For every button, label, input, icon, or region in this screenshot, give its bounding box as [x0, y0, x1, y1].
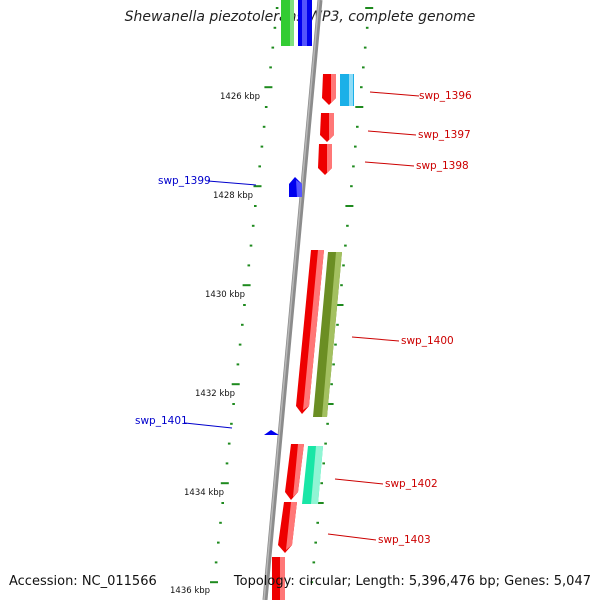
- gene-label-swp-1397[interactable]: swp_1397: [418, 129, 471, 141]
- gene-label-swp-1398[interactable]: swp_1398: [416, 160, 469, 172]
- feature-red-bottom-shade: [280, 557, 285, 600]
- gene-swp-1396-shade: [331, 74, 336, 103]
- gene-label-swp-1399[interactable]: swp_1399: [158, 175, 211, 187]
- kbp-label: 1436 kbp: [170, 586, 210, 596]
- gene-swp-1403-shade: [286, 502, 297, 550]
- genome-summary: Topology: circular; Length: 5,396,476 bp…: [233, 574, 591, 589]
- gene-label-swp-1403[interactable]: swp_1403: [378, 534, 431, 546]
- leader-lines: [184, 91, 420, 541]
- genome-backbone: [262, 0, 323, 600]
- kbp-label: 1430 kbp: [205, 290, 245, 300]
- gene-swp-1397-shade: [329, 113, 334, 140]
- gene-label-swp-1396[interactable]: swp_1396: [419, 90, 472, 102]
- feature-green-top-shade: [290, 0, 294, 46]
- gene-swp-1402-shade: [293, 444, 304, 497]
- gene-swp-1398-shade: [327, 144, 332, 173]
- gene-labels: swp_1396 swp_1397 swp_1398 swp_1399 swp_…: [135, 90, 472, 546]
- kbp-label: 1428 kbp: [213, 191, 253, 201]
- gene-label-swp-1401[interactable]: swp_1401: [135, 415, 188, 427]
- gene-label-swp-1402[interactable]: swp_1402: [385, 478, 438, 490]
- feature-cyan-1396-shade: [349, 74, 353, 106]
- accession-label: Accession: NC_011566: [9, 574, 157, 589]
- kbp-label: 1426 kbp: [220, 92, 260, 102]
- feature-aqua-1402-shade: [311, 446, 323, 504]
- kbp-label: 1432 kbp: [195, 389, 235, 399]
- feature-blue-top-shade: [302, 0, 307, 46]
- kbp-label: 1434 kbp: [184, 488, 224, 498]
- gene-features: [264, 0, 354, 600]
- feature-olive-1400-shade: [322, 252, 342, 417]
- gene-swp-1401[interactable]: [264, 430, 279, 435]
- gene-swp-1399-shade: [296, 180, 302, 197]
- kbp-labels: 1426 kbp 1428 kbp 1430 kbp 1432 kbp 1434…: [170, 92, 260, 596]
- gene-swp-1400-shade: [303, 250, 324, 410]
- gene-label-swp-1400[interactable]: swp_1400: [401, 335, 454, 347]
- genome-backbone-highlight: [263, 0, 320, 600]
